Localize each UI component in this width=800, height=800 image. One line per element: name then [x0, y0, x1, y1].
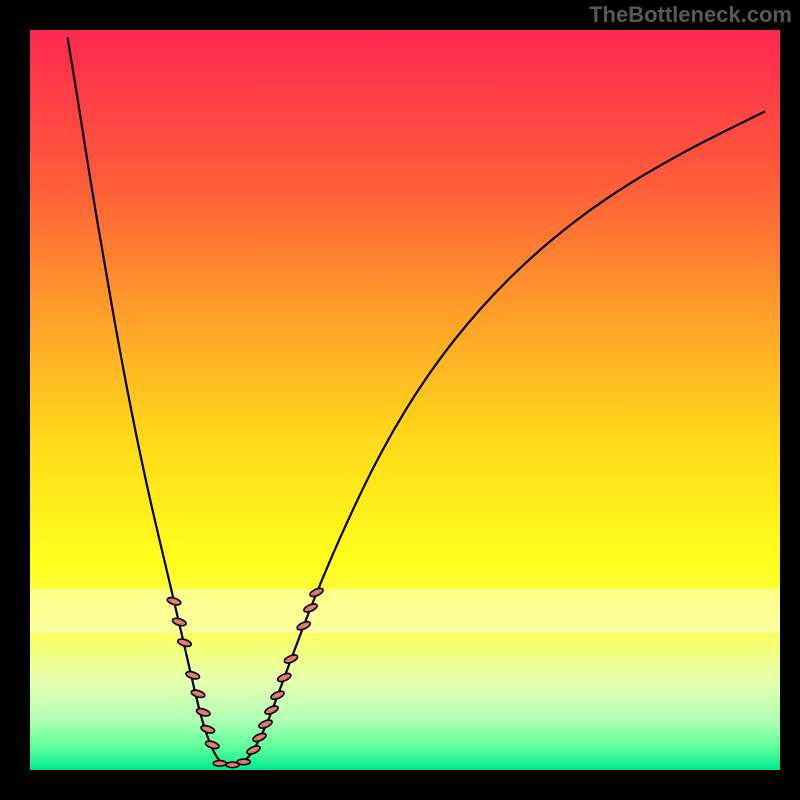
watermark-text: TheBottleneck.com: [589, 2, 792, 28]
chart-container: TheBottleneck.com: [0, 0, 800, 800]
accent-band: [30, 589, 780, 633]
plot-background-gradient: [30, 30, 780, 770]
curve-marker: [213, 761, 226, 767]
curve-marker: [237, 759, 250, 765]
bottleneck-curve-chart: [0, 0, 800, 800]
